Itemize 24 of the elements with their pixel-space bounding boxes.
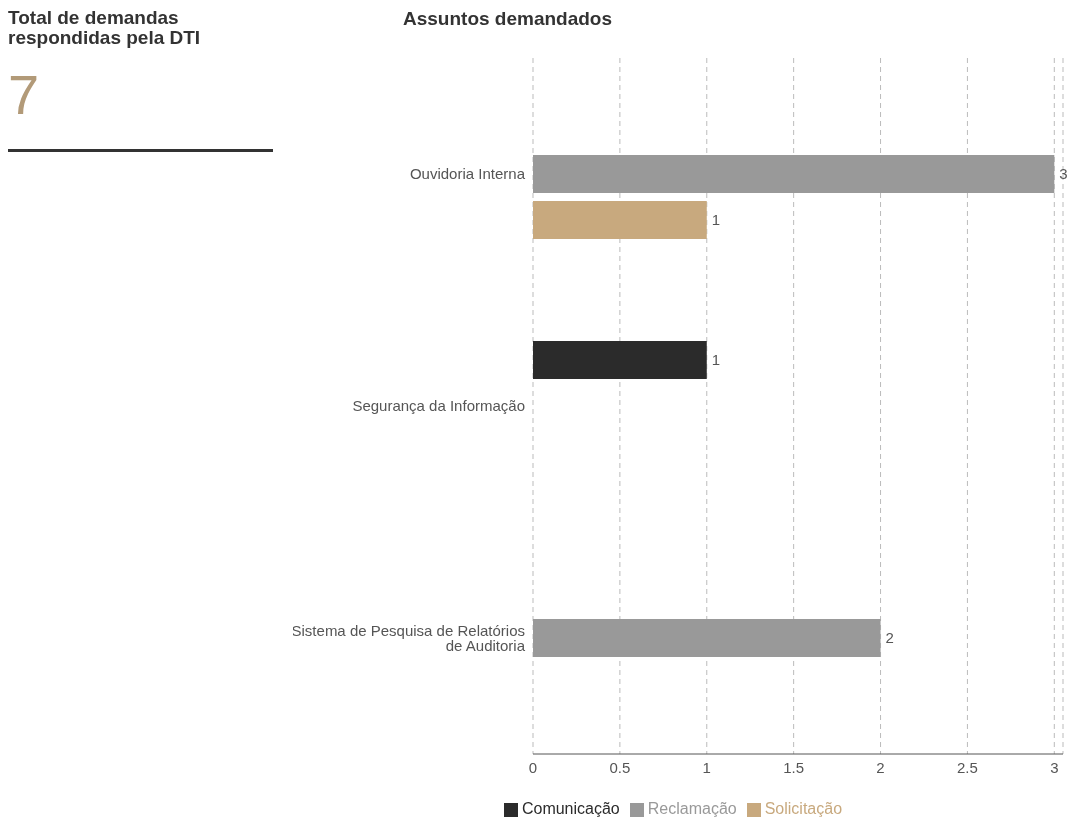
legend-label: Comunicação (521, 800, 620, 817)
x-tick-label: 1.5 (783, 758, 805, 776)
bar (533, 155, 1055, 193)
data-label: 3 (1059, 165, 1068, 183)
legend-label: Solicitação (764, 800, 843, 817)
data-label: 2 (885, 629, 894, 647)
bar (533, 201, 707, 239)
x-tick-label: 2 (876, 758, 885, 776)
x-tick-label: 0.5 (609, 758, 631, 776)
x-tick-label: 0 (528, 758, 538, 776)
y-tick-label: Sistema de Pesquisa de Relatórios de Auditoria (291, 621, 526, 654)
data-label: 1 (711, 211, 721, 229)
legend-label: Reclamação (647, 800, 737, 817)
text: Total de demandas respondidas pela DTI (8, 7, 202, 48)
text: 7 (8, 62, 41, 127)
chart-title: Assuntos demandados (403, 8, 614, 30)
y-tick-label: Segurança da Informação (352, 397, 525, 415)
y-tick-label: Ouvidoria Interna (409, 165, 526, 183)
x-tick-label: 1 (702, 758, 711, 776)
x-tick-label: 2.5 (957, 758, 978, 776)
x-tick-label: 3 (1050, 758, 1059, 776)
bar (533, 341, 707, 379)
bar (533, 619, 881, 657)
data-label: 1 (711, 351, 721, 369)
